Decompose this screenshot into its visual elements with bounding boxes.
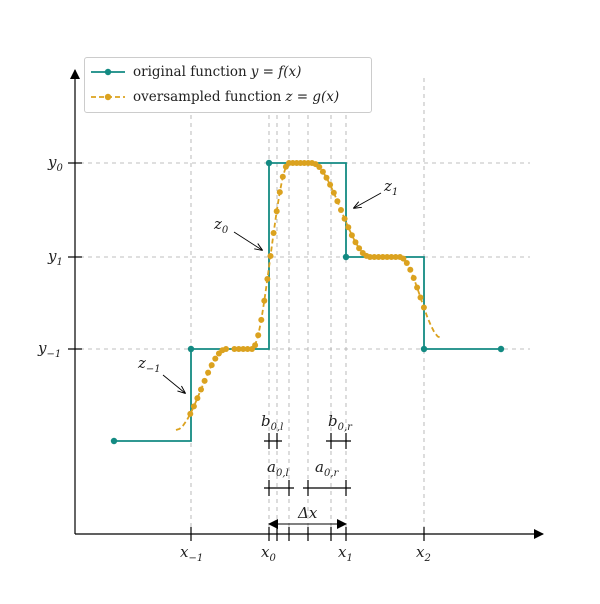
oversampled-point (410, 275, 417, 281)
oversampled-point (341, 215, 348, 222)
original-function-line (114, 162, 501, 442)
oversampled-point (187, 410, 194, 417)
y-tick-marks (68, 162, 82, 350)
oversampled-point (205, 369, 212, 376)
oversampled-point (255, 332, 262, 339)
oversampled-point (334, 198, 341, 205)
oversampled-point (201, 377, 208, 384)
label-b0r: b0,r (328, 412, 353, 433)
arrow-z1 (354, 192, 382, 208)
oversampled-point (356, 245, 363, 252)
legend-original-swatch (91, 68, 125, 76)
oversampled-point (190, 403, 197, 410)
oversampled-point (375, 254, 382, 260)
original-point (420, 345, 428, 353)
label-delta-x: Δx (297, 504, 318, 522)
legend-item-original: original function y = f(x) (91, 61, 301, 83)
legend: original function y = f(x) oversampled f… (84, 57, 372, 113)
original-point (265, 159, 273, 167)
oversampled-point (348, 232, 355, 239)
oversampled-point (352, 239, 359, 246)
legend-oversampled-text: oversampled function (133, 89, 282, 105)
oversampled-point (388, 254, 395, 260)
oversampled-point (264, 276, 271, 282)
oversampled-point (338, 207, 344, 213)
oversampled-point (198, 386, 204, 393)
legend-oversampled-swatch (91, 93, 125, 101)
oversampled-point (371, 254, 378, 260)
original-point (110, 437, 118, 445)
dimension-b0l (264, 433, 282, 449)
x-tick-marks (190, 527, 425, 541)
oversampled-point (273, 208, 280, 215)
original-point (187, 345, 195, 353)
oversampled-point (323, 174, 330, 181)
oversampled-point (319, 168, 326, 175)
oversampled-point (330, 189, 337, 196)
oversampled-point (240, 346, 247, 352)
label-b0l: b0,l (261, 412, 283, 433)
horizontal-gridlines (80, 162, 530, 350)
label-z-minus1: z−1 (137, 354, 161, 375)
oversampled-point (212, 355, 219, 362)
oversampled-point (235, 346, 242, 352)
oversampled-point (276, 189, 283, 196)
original-point (497, 345, 505, 353)
dimension-a0r (303, 480, 351, 496)
oversampled-point (267, 253, 274, 259)
oversampled-point (392, 254, 399, 260)
oversampled-point (208, 362, 215, 369)
original-point (342, 253, 350, 261)
oversampled-point (270, 230, 277, 236)
legend-oversampled-math: z = g(x) (285, 89, 340, 105)
oversampled-point (252, 342, 259, 349)
oversampled-point (244, 346, 251, 352)
oversampled-point (279, 173, 286, 180)
dimension-b0r (326, 433, 351, 449)
oversampled-point (379, 254, 386, 260)
oversampled-point (384, 254, 391, 260)
oversampled-point (327, 181, 334, 188)
x-tick-label-minus1: x−1 (180, 543, 203, 564)
y-tick-label-0: y0 (47, 153, 63, 174)
oversampled-point (407, 266, 414, 273)
dimension-a0l (264, 480, 294, 496)
original-function-markers (110, 159, 505, 445)
oversampled-point (345, 224, 352, 231)
oversampled-point (258, 316, 265, 323)
label-z0: z0 (213, 215, 229, 236)
legend-original-math: y = f(x) (250, 64, 302, 80)
y-tick-label-minus1: y−1 (37, 339, 61, 360)
oversampled-point (414, 284, 421, 291)
oversampled-point (194, 395, 201, 402)
arrow-z-minus1 (162, 374, 185, 393)
legend-item-oversampled: oversampled function z = g(x) (91, 86, 339, 108)
label-a0r: a0,r (315, 458, 339, 479)
oversampled-point (316, 164, 323, 170)
oversampled-point (367, 254, 373, 260)
label-a0l: a0,l (267, 458, 289, 479)
oversampled-point (223, 346, 229, 352)
oversampled-point (403, 260, 410, 266)
label-z1: z1 (383, 177, 398, 198)
oversampled-point (261, 297, 268, 304)
arrow-z0 (233, 231, 262, 250)
vertical-gridlines (190, 78, 425, 530)
legend-original-text: original function (133, 64, 247, 80)
oversampled-function-markers (187, 160, 427, 417)
x-tick-label-0: x0 (261, 543, 276, 564)
x-tick-label-1: x1 (338, 543, 353, 564)
oversampled-point (400, 255, 407, 262)
x-tick-label-2: x2 (416, 543, 431, 564)
oversampled-point (420, 304, 427, 311)
oversampled-point (231, 346, 238, 352)
oversampled-function-line (175, 162, 442, 431)
y-tick-label-1: y1 (47, 247, 63, 268)
oversampled-point (417, 294, 424, 301)
